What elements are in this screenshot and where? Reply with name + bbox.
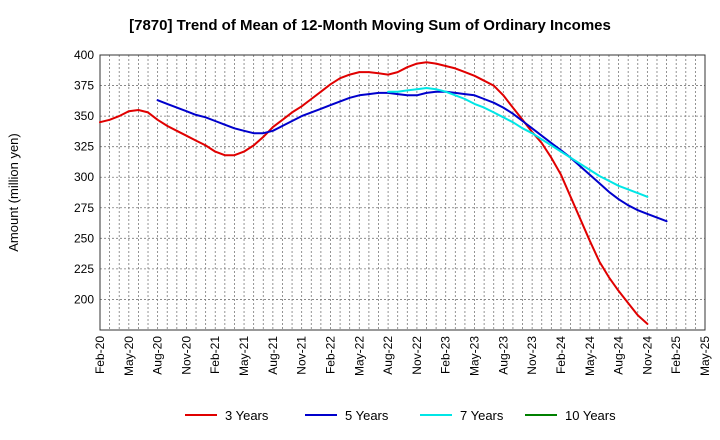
- y-axis: 200 225 250 275 300 325 350 375 400: [74, 48, 94, 306]
- x-tick-label: Feb-22: [323, 336, 337, 374]
- legend-label-5-years: 5 Years: [345, 408, 389, 423]
- x-tick-label: Nov-21: [295, 336, 309, 375]
- x-tick-label: Feb-24: [554, 336, 568, 374]
- y-tick-label: 400: [74, 48, 94, 62]
- x-tick-label: Aug-21: [266, 336, 280, 375]
- x-tick-label: May-22: [352, 336, 366, 376]
- x-tick-label: Nov-20: [179, 336, 193, 375]
- series-line-7-years: [387, 87, 649, 198]
- legend: 3 Years 5 Years 7 Years 10 Years: [185, 408, 616, 423]
- series-line-3-years: [99, 61, 649, 325]
- x-tick-label: Aug-22: [381, 336, 395, 375]
- x-tick-label: May-20: [122, 336, 136, 376]
- y-tick-label: 275: [74, 201, 94, 215]
- x-tick-label: Feb-20: [93, 336, 107, 374]
- x-tick-label: Aug-20: [151, 336, 165, 375]
- x-tick-label: Feb-21: [208, 336, 222, 374]
- y-tick-label: 325: [74, 140, 94, 154]
- y-tick-label: 350: [74, 109, 94, 123]
- x-tick-label: May-25: [698, 336, 712, 376]
- x-axis: Feb-20 May-20 Aug-20 Nov-20 Feb-21 May-21 Aug-…: [93, 336, 712, 376]
- x-tick-label: May-23: [468, 336, 482, 376]
- y-tick-label: 200: [74, 292, 94, 306]
- y-tick-label: 300: [74, 170, 94, 184]
- x-tick-label: Nov-24: [640, 336, 654, 375]
- x-tick-label: May-21: [237, 336, 251, 376]
- x-tick-label: Aug-24: [612, 336, 626, 375]
- legend-label-3-years: 3 Years: [225, 408, 269, 423]
- grid: [100, 55, 705, 330]
- y-tick-label: 250: [74, 231, 94, 245]
- y-axis-label: Amount (million yen): [6, 133, 21, 252]
- legend-label-10-years: 10 Years: [565, 408, 616, 423]
- x-tick-label: Aug-23: [496, 336, 510, 375]
- y-tick-label: 225: [74, 262, 94, 276]
- chart-title: [7870] Trend of Mean of 12-Month Moving …: [129, 17, 611, 34]
- x-tick-label: Nov-22: [410, 336, 424, 375]
- plot-area: [99, 54, 706, 331]
- x-tick-label: Feb-23: [439, 336, 453, 374]
- x-tick-label: May-24: [583, 336, 597, 376]
- series-layer: [99, 61, 668, 325]
- y-tick-label: 375: [74, 79, 94, 93]
- legend-label-7-years: 7 Years: [460, 408, 504, 423]
- series-line-5-years: [156, 90, 668, 223]
- x-tick-label: Nov-23: [525, 336, 539, 375]
- x-tick-label: Feb-25: [669, 336, 683, 374]
